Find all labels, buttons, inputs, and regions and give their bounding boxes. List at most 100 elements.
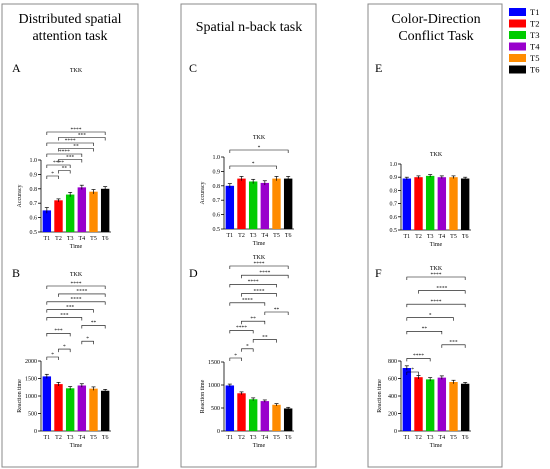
panel-b-significance-bracket [46, 309, 94, 313]
panel-e-x-tick-label-t3: T3 [427, 234, 434, 240]
panel-f-x-tick-label-t5: T5 [450, 435, 457, 441]
panel-e-y-tick-label: 0.8 [390, 188, 398, 194]
panel-b-x-tick-label-t5: T5 [90, 435, 97, 441]
panel-e-bar-t1 [402, 178, 412, 230]
panel-f-y-axis-label: Reaction time [377, 379, 383, 413]
panel-b-significance-label: **** [71, 281, 82, 287]
panel-b-y-tick-label: 1500 [25, 377, 37, 383]
panel-c-title: TKK [253, 135, 266, 141]
legend-swatch-t2 [509, 19, 526, 28]
panel-d-significance-label: **** [248, 279, 259, 285]
panel-f-x-axis-label: Time [430, 443, 443, 449]
panel-d-x-tick-label-t2: T2 [238, 435, 245, 441]
panel-c-y-tick-label: 0.6 [213, 213, 221, 219]
panel-c-x-tick-label-t5: T5 [273, 233, 280, 239]
panel-d-significance-bracket [229, 302, 266, 306]
panel-f-bar-t1 [402, 368, 412, 431]
panel-d-significance-bracket [252, 339, 277, 343]
panel-d-significance-label: ** [250, 316, 256, 322]
panel-b-significance-bracket [58, 348, 71, 353]
panel-f-y-tick-label: 400 [388, 394, 397, 400]
panel-d-significance-label: **** [254, 261, 265, 267]
chart-panel-a: TKK 0.5 0.6 0.7 0.8 0.9 1.0 Accuracy T1 T2 T3 T4 T5 T… [17, 68, 111, 250]
panel-b-x-axis-label: Time [70, 443, 83, 449]
panel-b-y-tick-label: 2000 [25, 359, 37, 365]
panel-b-bar-t1 [42, 376, 52, 431]
panel-b-significance-bracket [46, 301, 106, 305]
panel-a-significance-label: **** [65, 138, 76, 144]
column-box-distributed [1, 3, 139, 468]
panel-d-x-tick-label-t5: T5 [273, 435, 280, 441]
panel-d-y-tick-label: 1000 [208, 383, 220, 389]
panel-f-bar-t5 [449, 382, 458, 431]
panel-f-x-tick-label-t2: T2 [415, 435, 422, 441]
legend-label-t5: T5 [530, 53, 539, 63]
panel-c-x-tick-label-t3: T3 [250, 233, 257, 239]
panel-a-y-tick-label: 0.9 [30, 172, 38, 178]
chart-panel-c: TKK 0.5 0.6 0.7 0.8 0.9 1.0 Accuracy T1 T2 T3 T4 T5 T… [200, 135, 294, 247]
panel-a-significance-label: ** [62, 165, 68, 171]
panel-c-bar-t5 [272, 178, 281, 229]
panel-f-significance-label: **** [431, 299, 442, 305]
column-title-distributed-line2: attention task [32, 29, 107, 44]
panel-c-y-tick-label: 0.7 [213, 198, 221, 204]
panel-d-significance-label: ** [262, 334, 268, 340]
panel-b-significance-label: *** [66, 304, 75, 310]
panel-a-significance-bracket [58, 137, 106, 141]
panel-f-significance-label: ** [422, 326, 428, 332]
panel-d-x-tick-label-t3: T3 [250, 435, 257, 441]
panel-d-significance-label: **** [254, 288, 265, 294]
panel-a-x-axis-label: Time [70, 244, 83, 250]
panel-a-significance-label: * [51, 171, 54, 177]
panel-d-significance-bracket [229, 330, 254, 334]
panel-f-bar-t2 [414, 377, 423, 431]
panel-b-x-tick-label-t6: T6 [102, 435, 109, 441]
panel-d-y-axis-label: Reaction time [200, 379, 206, 413]
panel-f-x-tick-label-t1: T1 [403, 435, 410, 441]
panel-d-significance-label: **** [242, 298, 253, 304]
panel-e-y-tick-label: 0.7 [390, 202, 398, 208]
panel-b-x-tick-label-t4: T4 [78, 435, 85, 441]
panel-a-significance-bracket [46, 164, 71, 168]
panel-a-significance-label: *** [78, 132, 87, 138]
panel-b-significance-label: **** [76, 289, 87, 295]
legend-swatch-t3 [509, 31, 526, 39]
panel-c-x-tick-label-t2: T2 [238, 233, 245, 239]
panel-f-bar-t3 [425, 379, 435, 431]
panel-f-significance-label: * [411, 367, 414, 373]
panel-e-y-tick-label: 0.9 [390, 175, 398, 181]
panel-b-y-axis-label: Reaction time [17, 379, 23, 413]
legend-label-t3: T3 [530, 30, 539, 40]
panel-e-y-tick-label: 1.0 [390, 162, 398, 168]
column-title-color-direction-line1: Color-Direction [391, 12, 480, 27]
panel-d-bar-t1 [225, 385, 235, 431]
panel-c-x-tick-label-t1: T1 [226, 233, 233, 239]
legend-swatch-t1 [509, 8, 526, 16]
panel-a-x-tick-label-t1: T1 [43, 236, 50, 242]
panel-f-x-tick-label-t6: T6 [462, 435, 469, 441]
panel-e-x-tick-label-t1: T1 [403, 234, 410, 240]
panel-f-significance-label: *** [449, 340, 458, 346]
panel-b-significance-bracket [81, 340, 94, 345]
panel-e-bar-t3 [425, 175, 435, 230]
panel-b-bar-t2 [54, 384, 63, 431]
legend-swatch-t6 [509, 65, 526, 74]
legend-swatch-t5 [509, 54, 526, 62]
panel-b-y-tick-label: 500 [28, 412, 37, 418]
panel-d-bar-t2 [237, 393, 246, 431]
panel-f-bar-t4 [437, 377, 447, 431]
chart-panel-b: TKK 0 500 1000 1500 2000 Reaction time T1 T2 T3 T4… [17, 272, 111, 449]
panel-a-y-tick-label: 0.7 [30, 201, 38, 207]
panel-c-y-tick-label: 1.0 [213, 155, 221, 161]
panel-e-x-axis-label: Time [430, 242, 443, 248]
panel-letter-d: D [189, 266, 198, 280]
panel-f-significance-bracket [406, 371, 419, 375]
panel-f-significance-label: **** [436, 285, 447, 291]
panel-d-significance-bracket [229, 357, 242, 361]
panel-c-x-tick-label-t6: T6 [285, 233, 292, 239]
panel-c-significance-bracket [229, 149, 289, 153]
panel-a-x-tick-label-t5: T5 [90, 236, 97, 242]
panel-f-significance-bracket [406, 330, 443, 335]
column-box-color-direction [367, 3, 503, 468]
panel-c-bar-t1 [225, 185, 235, 229]
